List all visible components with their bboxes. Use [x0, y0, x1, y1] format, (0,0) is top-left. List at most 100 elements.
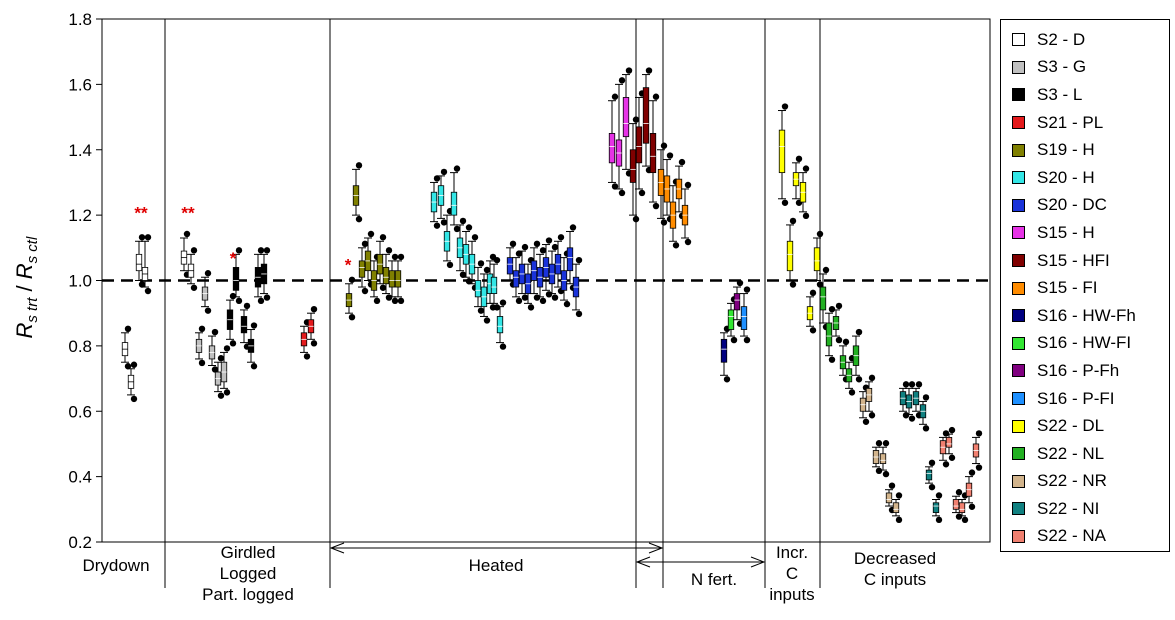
outlier-point: [935, 516, 943, 524]
outlier-point: [868, 412, 876, 419]
box: [622, 97, 630, 138]
box-whisker: [859, 384, 870, 425]
legend-label: S16 - P-Fh: [1037, 360, 1120, 380]
legend-swatch: [1012, 529, 1025, 543]
box-whisker: [443, 207, 454, 269]
outlier-point: [928, 459, 936, 467]
legend-label: S15 - HFI: [1037, 250, 1110, 270]
box: [240, 316, 248, 334]
box-whisker: [919, 394, 930, 432]
outlier-point: [355, 162, 363, 169]
legend-swatch: [1012, 447, 1025, 461]
legend-label: S21 - PL: [1037, 112, 1104, 132]
outlier-point: [453, 165, 461, 172]
box-whisker: [925, 459, 936, 491]
outlier-point: [666, 152, 674, 159]
outlier-point: [515, 250, 523, 257]
box-whisker: [226, 292, 237, 347]
outlier-point: [730, 336, 738, 344]
legend-item: S16 - HW-FI: [1001, 330, 1169, 358]
outlier-point: [822, 266, 830, 274]
outlier-point: [645, 67, 653, 74]
legend-label: S22 - DL: [1037, 416, 1105, 436]
outlier-point: [211, 366, 219, 373]
outlier-point: [882, 470, 890, 478]
box-whisker: [437, 168, 448, 226]
outlier-point: [355, 215, 363, 223]
outlier-point: [625, 67, 633, 74]
outlier-point: [515, 297, 523, 305]
outlier-point: [672, 242, 680, 249]
box-whisker: [195, 325, 206, 367]
outlier-point: [928, 483, 936, 491]
box-whisker: [542, 237, 553, 298]
outlier-point: [373, 297, 381, 305]
box: [879, 453, 887, 464]
box: [608, 133, 616, 164]
y-tick-label: 1.0: [68, 272, 92, 291]
box-whisker: [566, 224, 577, 291]
outlier-point: [379, 234, 387, 241]
y-axis-label: Rs trt / Rs ctl: [12, 236, 41, 338]
box-whisker: [518, 243, 529, 301]
legend-swatch: [1012, 281, 1025, 295]
outlier-point: [250, 363, 258, 370]
outlier-point: [545, 291, 553, 298]
legend-swatch: [1012, 198, 1025, 212]
legend-swatch: [1012, 502, 1025, 516]
box: [474, 280, 482, 298]
legend-label: S15 - H: [1037, 222, 1095, 242]
outlier-point: [908, 415, 916, 422]
outlier-point: [235, 247, 243, 254]
box-whisker: [208, 328, 219, 373]
outlier-point: [539, 247, 547, 254]
box-whisker: [474, 260, 485, 314]
legend-item: S19 - H: [1001, 136, 1169, 164]
outlier-point: [533, 294, 541, 301]
legend-swatch: [1012, 88, 1025, 102]
legend-swatch: [1012, 116, 1025, 130]
outlier-point: [575, 310, 583, 318]
outlier-point: [263, 247, 271, 254]
box: [450, 191, 458, 216]
outlier-point: [809, 289, 817, 297]
box: [649, 133, 657, 174]
legend-item: S3 - L: [1001, 81, 1169, 109]
box: [720, 338, 728, 363]
nfert-arrow-head: [750, 556, 766, 568]
outlier-point: [379, 284, 387, 291]
box-whisker: [852, 328, 863, 383]
box: [512, 270, 520, 288]
outlier-point: [521, 294, 529, 301]
box-whisker: [232, 247, 243, 305]
outlier-point: [243, 302, 251, 310]
outlier-point: [632, 116, 640, 123]
legend-label: S22 - NL: [1037, 443, 1105, 463]
box-whisker: [635, 90, 646, 197]
box-whisker: [127, 361, 138, 403]
box-whisker: [649, 93, 660, 210]
legend-item: S2 - D: [1001, 26, 1169, 54]
outlier-point: [533, 240, 541, 248]
box-whisker: [681, 181, 692, 246]
legend-label: S20 - DC: [1037, 195, 1107, 215]
box-whisker: [548, 243, 559, 301]
box-whisker: [560, 250, 571, 308]
outlier-point: [144, 287, 152, 295]
outlier-point: [855, 376, 863, 383]
box-whisker: [615, 77, 626, 197]
outlier-point: [816, 281, 824, 288]
box: [825, 322, 833, 347]
outlier-point: [229, 292, 237, 300]
box-whisker: [201, 270, 212, 314]
box: [740, 306, 748, 330]
outlier-point: [789, 217, 797, 225]
outlier-point: [235, 297, 243, 305]
outlier-point: [935, 492, 943, 499]
outlier-point: [809, 327, 817, 334]
outlier-point: [862, 418, 870, 425]
outlier-point: [816, 230, 824, 238]
box-whisker: [825, 305, 836, 363]
box-whisker: [952, 489, 963, 520]
